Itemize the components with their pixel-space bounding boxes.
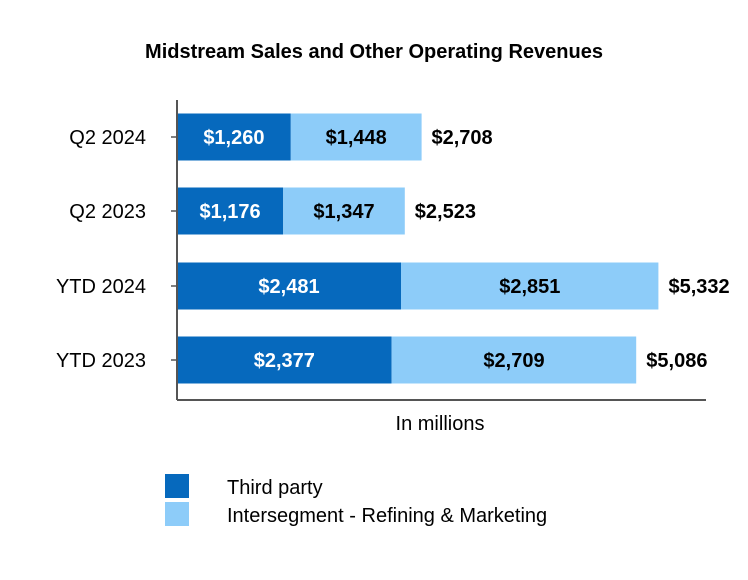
axes-layer: Q2 2024 Q2 2023 YTD 2024 YTD 2023 [56,100,706,401]
bar-segment [401,262,659,310]
category-tick-label: YTD 2024 [56,276,146,298]
bar-value-label: $2,709 [483,350,544,372]
bars-layer: $1,260 $1,448 $2,708 $1,176 $1,347 $2,523 $2,4… [177,113,730,384]
legend-swatch [165,502,189,526]
x-axis-label: In millions [396,413,485,435]
bar-segment [177,336,392,384]
bar-total-label: $2,708 [432,127,493,149]
bar-value-label: $2,851 [499,276,560,298]
bar-value-label: $1,176 [200,201,261,223]
bar-value-label: $1,448 [326,127,387,149]
legend: Third party Intersegment - Refining & Mar… [165,474,547,527]
bar-total-label: $5,332 [669,276,730,298]
category-tick-label: Q2 2024 [69,127,146,149]
bar-segment [177,187,284,235]
legend-label: Intersegment - Refining & Marketing [227,505,547,527]
bar-segment [290,113,422,161]
legend-swatch [165,474,189,498]
bar-value-label: $1,260 [203,127,264,149]
bar-segment [177,262,401,310]
bar-segment [391,336,637,384]
bar-value-label: $1,347 [313,201,374,223]
chart-title: Midstream Sales and Other Operating Reve… [145,41,603,63]
bar-value-label: $2,481 [258,276,319,298]
bar-total-label: $2,523 [415,201,476,223]
bar-segment [177,113,291,161]
category-tick-label: Q2 2023 [69,201,146,223]
legend-label: Third party [227,477,323,499]
bar-total-label: $5,086 [646,350,707,372]
bar-segment [283,187,405,235]
category-tick-label: YTD 2023 [56,350,146,372]
bar-value-label: $2,377 [254,350,315,372]
